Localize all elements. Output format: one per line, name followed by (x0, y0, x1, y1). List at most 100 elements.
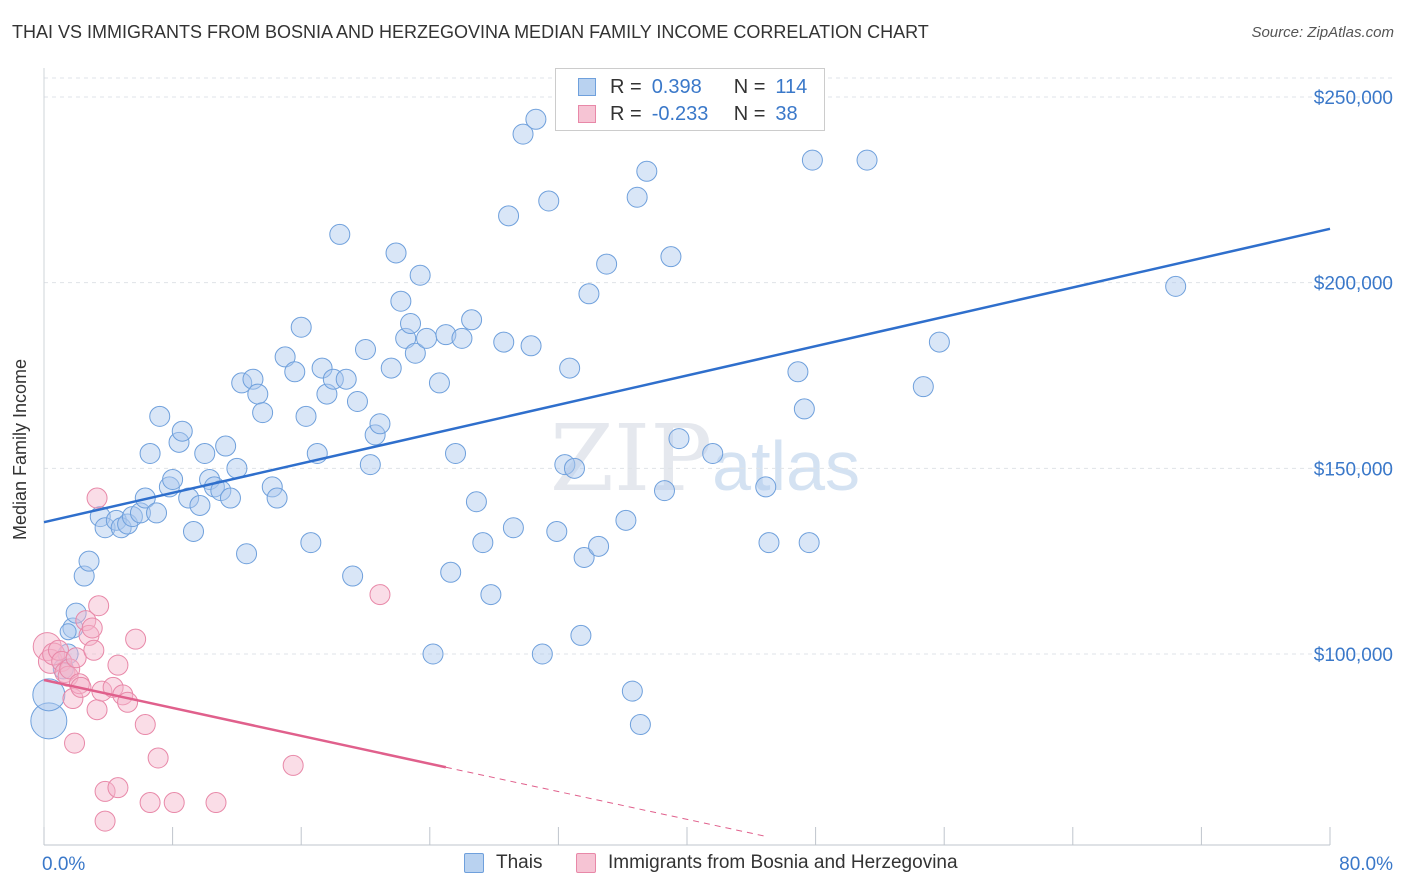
thais-point (702, 442, 724, 464)
thais-point (274, 346, 296, 368)
thais-point (912, 376, 934, 398)
thais-point (139, 442, 161, 464)
thais-trend-line (43, 227, 1331, 524)
series-legend-thais: Thais (464, 852, 542, 874)
legend-swatch-bosnia (578, 105, 596, 123)
bosnia-point (117, 691, 139, 713)
thais-point (758, 532, 780, 554)
thais-point (570, 624, 592, 646)
thais-point (300, 532, 322, 554)
legend-swatch-thais (578, 78, 596, 96)
thais-point (404, 342, 426, 364)
bosnia-trend-extension (445, 766, 768, 838)
thais-point (400, 313, 422, 335)
thais-point (573, 546, 595, 568)
thais-point (461, 309, 483, 331)
bosnia-point (83, 639, 105, 661)
stats-legend: R = 0.398 N = 114 R = -0.233 N = 38 (555, 68, 825, 131)
series-legend: Thais Immigrants from Bosnia and Herzego… (0, 852, 1406, 878)
thais-point (380, 357, 402, 379)
thais-point (59, 623, 77, 641)
thais-point (149, 405, 171, 427)
bosnia-point (64, 732, 86, 754)
thais-point (428, 372, 450, 394)
bosnia-point (86, 487, 108, 509)
bosnia-point (125, 628, 147, 650)
bosnia-point (81, 617, 103, 639)
thais-point (596, 253, 618, 275)
thais-point (78, 550, 100, 572)
series-legend-bosnia: Immigrants from Bosnia and Herzegovina (576, 852, 958, 874)
source-credit: Source: ZipAtlas.com (1251, 24, 1394, 41)
legend-n-value: 114 (775, 75, 808, 98)
bosnia-point (88, 595, 110, 617)
thais-point (928, 331, 950, 353)
bosnia-point (59, 658, 81, 680)
thais-point (182, 520, 204, 542)
thais-point (284, 361, 306, 383)
thais-point (465, 491, 487, 513)
legend-n-value: 38 (775, 102, 798, 125)
thais-point (247, 383, 269, 405)
chart-title: THAI VS IMMIGRANTS FROM BOSNIA AND HERZE… (12, 22, 929, 42)
thais-point (629, 714, 651, 736)
series-label-bosnia: Immigrants from Bosnia and Herzegovina (608, 852, 958, 873)
bosnia-point (147, 747, 169, 769)
bosnia-trend-line (43, 678, 447, 769)
legend-r-label: R = (610, 102, 642, 125)
thais-point (290, 316, 312, 338)
thais-point (787, 361, 809, 383)
series-swatch-bosnia (576, 853, 596, 873)
bosnia-point (163, 792, 185, 814)
thais-point (520, 335, 542, 357)
thais-point (110, 517, 132, 539)
thais-point (472, 532, 494, 554)
thais-point (355, 339, 376, 361)
thais-point (162, 468, 184, 490)
thais-point (615, 509, 637, 531)
bosnia-point (107, 777, 129, 799)
legend-r-value: -0.233 (651, 102, 709, 125)
thais-point (798, 532, 820, 554)
thais-point (364, 424, 386, 446)
thais-point (512, 123, 534, 145)
bosnia-point (107, 654, 129, 676)
thais-point (171, 420, 193, 442)
thais-point (546, 520, 568, 542)
thais-point (626, 186, 648, 208)
thais-point (563, 457, 585, 479)
thais-point (422, 643, 444, 665)
thais-point (335, 368, 357, 390)
thais-point (525, 108, 547, 130)
thais-point (653, 480, 675, 502)
series-label-thais: Thais (496, 852, 543, 873)
thais-point (94, 517, 116, 539)
y-tick-label: $200,000 (1314, 274, 1393, 295)
thais-point (311, 357, 333, 379)
thais-point (440, 561, 462, 583)
thais-point (636, 160, 658, 182)
bosnia-point (65, 647, 87, 669)
legend-row-thais: R = 0.398 N = 114 (578, 74, 815, 100)
thais-point (30, 702, 68, 740)
y-tick-label: $150,000 (1314, 459, 1393, 480)
legend-r-value: 0.398 (651, 75, 702, 98)
thais-point (451, 327, 473, 349)
thais-point (416, 327, 438, 349)
thais-point (668, 428, 690, 450)
thais-point (346, 390, 368, 412)
thais-point (498, 205, 520, 227)
thais-point (538, 190, 560, 212)
bosnia-point (139, 792, 161, 814)
thais-point (435, 324, 457, 346)
thais-point (480, 584, 502, 606)
x-tick-label-max: 80.0% (1339, 854, 1393, 875)
thais-point (266, 487, 288, 509)
bosnia-point (205, 792, 227, 814)
thais-point (559, 357, 581, 379)
thais-point (215, 435, 237, 457)
legend-r-label: R = (610, 75, 642, 98)
thais-point (236, 543, 258, 565)
thais-point (755, 476, 777, 498)
